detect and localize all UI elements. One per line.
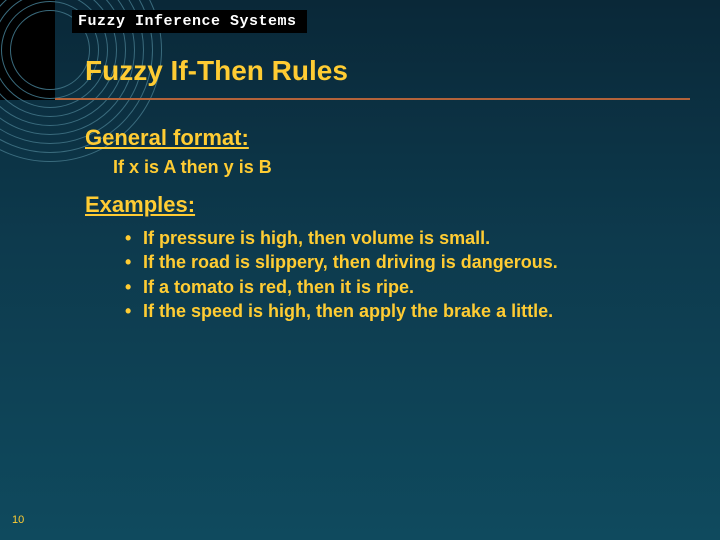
- bullet-icon: •: [125, 250, 143, 274]
- bullet-icon: •: [125, 275, 143, 299]
- list-item-text: If a tomato is red, then it is ripe.: [143, 275, 414, 299]
- bullet-icon: •: [125, 299, 143, 323]
- slide-title: Fuzzy If-Then Rules: [85, 55, 348, 87]
- list-item: • If the road is slippery, then driving …: [125, 250, 680, 274]
- list-item-text: If pressure is high, then volume is smal…: [143, 226, 490, 250]
- title-underline: [55, 98, 690, 100]
- list-item: • If pressure is high, then volume is sm…: [125, 226, 680, 250]
- content-area: General format: If x is A then y is B Ex…: [85, 125, 680, 323]
- corner-block: [0, 0, 55, 100]
- general-body: If x is A then y is B: [113, 157, 680, 178]
- general-heading: General format:: [85, 125, 680, 151]
- list-item-text: If the speed is high, then apply the bra…: [143, 299, 553, 323]
- list-item: • If a tomato is red, then it is ripe.: [125, 275, 680, 299]
- examples-heading: Examples:: [85, 192, 680, 218]
- list-item: • If the speed is high, then apply the b…: [125, 299, 680, 323]
- slide: Fuzzy Inference Systems Fuzzy If-Then Ru…: [0, 0, 720, 540]
- header-label: Fuzzy Inference Systems: [72, 10, 307, 33]
- examples-list: • If pressure is high, then volume is sm…: [125, 226, 680, 323]
- bullet-icon: •: [125, 226, 143, 250]
- page-number: 10: [12, 514, 24, 526]
- list-item-text: If the road is slippery, then driving is…: [143, 250, 558, 274]
